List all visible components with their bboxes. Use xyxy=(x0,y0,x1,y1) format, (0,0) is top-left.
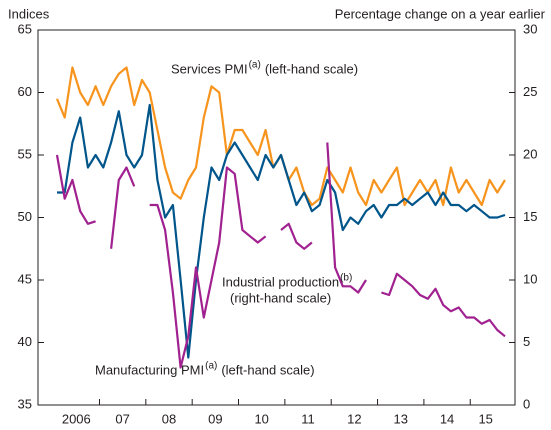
x-tick-label: 11 xyxy=(301,411,315,426)
y-tick-label: 50 xyxy=(18,209,32,224)
annotation-sup: (a) xyxy=(205,361,217,372)
x-tick-label: 08 xyxy=(162,411,176,426)
x-tick-label: 2006 xyxy=(62,411,91,426)
y2-tick-label: 25 xyxy=(523,84,537,99)
x-tick-label: 15 xyxy=(478,411,492,426)
annotation-note: (left-hand scale) xyxy=(265,61,358,76)
annotation-note: (right-hand scale) xyxy=(230,290,331,305)
y2-tick-label: 30 xyxy=(523,21,537,36)
y2-tick-label: 5 xyxy=(523,334,530,349)
annotation-sup: (a) xyxy=(249,60,261,71)
y2-tick-label: 0 xyxy=(523,396,530,411)
y-tick-label: 40 xyxy=(18,334,32,349)
x-tick-label: 14 xyxy=(440,411,454,426)
x-tick-label: 12 xyxy=(347,411,361,426)
y-tick-label: 60 xyxy=(18,84,32,99)
annotation-sup: (b) xyxy=(340,273,352,284)
y-tick-label: 45 xyxy=(18,271,32,286)
y-tick-label: 65 xyxy=(18,21,32,36)
plot-frame xyxy=(37,29,516,406)
y-tick-label: 55 xyxy=(18,146,32,161)
x-tick-label: 13 xyxy=(393,411,407,426)
annotation: Services PMI xyxy=(171,61,248,76)
annotation-note: (left-hand scale) xyxy=(221,362,314,377)
y2-tick-label: 15 xyxy=(523,209,537,224)
y-tick-label: 35 xyxy=(18,396,32,411)
series-line xyxy=(55,142,506,369)
annotation: Industrial production xyxy=(222,274,339,289)
x-tick-label: 09 xyxy=(208,411,222,426)
y2-tick-label: 20 xyxy=(523,146,537,161)
series-line xyxy=(57,103,506,359)
x-tick-label: 07 xyxy=(115,411,129,426)
annotation: Manufacturing PMI xyxy=(95,362,204,377)
y-axis-label: Indices xyxy=(8,6,50,21)
x-tick-label: 10 xyxy=(254,411,268,426)
y2-axis-label: Percentage change on a year earlier xyxy=(335,6,546,21)
y2-tick-label: 10 xyxy=(523,271,537,286)
